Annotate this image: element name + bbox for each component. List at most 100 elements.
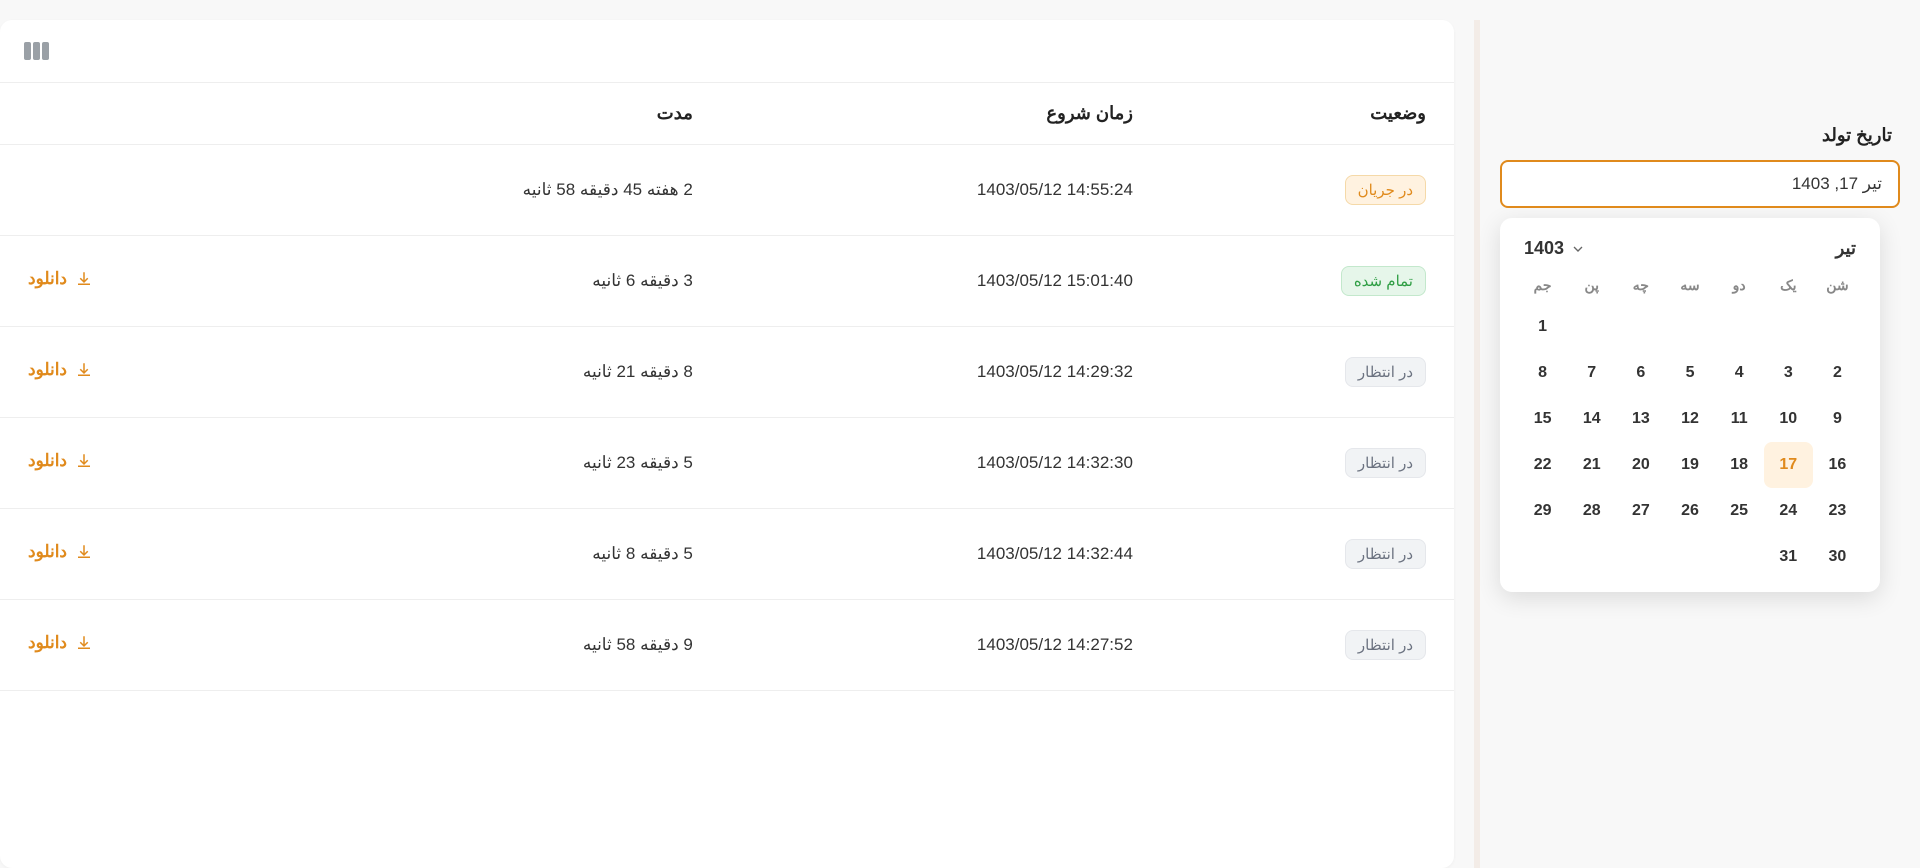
calendar-day[interactable]: 11: [1715, 396, 1764, 442]
calendar-day[interactable]: 15: [1518, 396, 1567, 442]
download-label: دانلود: [28, 633, 67, 653]
status-badge: در جریان: [1345, 175, 1426, 205]
download-label: دانلود: [28, 269, 67, 289]
calendar-day[interactable]: 27: [1616, 488, 1665, 534]
table-row: در انتظار1403/05/12 14:32:445 دقیقه 8 ثا…: [0, 509, 1454, 600]
calendar-day[interactable]: 13: [1616, 396, 1665, 442]
calendar-dow: یک: [1764, 271, 1813, 304]
calendar-day[interactable]: 14: [1567, 396, 1616, 442]
calendar-day[interactable]: 8: [1518, 350, 1567, 396]
cell-action: دانلود: [0, 600, 251, 691]
calendar-day-empty: [1567, 304, 1616, 350]
cell-action: دانلود: [0, 509, 251, 600]
cell-duration: 2 هفته 45 دقیقه 58 ثانیه: [251, 145, 721, 236]
status-badge: تمام شده: [1341, 266, 1426, 296]
calendar-dow: سه: [1665, 271, 1714, 304]
cell-start: 1403/05/12 14:27:52: [721, 600, 1161, 691]
download-icon: [75, 543, 93, 561]
col-duration: مدت: [251, 83, 721, 145]
status-badge: در انتظار: [1345, 357, 1426, 387]
calendar-dow: شن: [1813, 271, 1862, 304]
calendar-day[interactable]: 6: [1616, 350, 1665, 396]
table-row: در انتظار 1403/05/12 14:29:328 دقیقه 21 ث…: [0, 327, 1454, 418]
cell-duration: 5 دقیقه 8 ثانیه: [251, 509, 721, 600]
download-link[interactable]: دانلود: [28, 633, 93, 653]
calendar-day[interactable]: 16: [1813, 442, 1862, 488]
cell-duration: 8 دقیقه 21 ثانیه: [251, 327, 721, 418]
download-link[interactable]: دانلود: [28, 451, 93, 471]
calendar-popover: تیر 1403 شنیکدوسهچهپنجم12345678910111213…: [1500, 218, 1880, 592]
download-icon: [75, 361, 93, 379]
table-row: تمام شده 1403/05/12 15:01:403 دقیقه 6 ثان…: [0, 236, 1454, 327]
download-label: دانلود: [28, 360, 67, 380]
calendar-month: تیر: [1836, 238, 1856, 259]
cell-start: 1403/05/12 14:32:44: [721, 509, 1161, 600]
calendar-day-empty: [1665, 304, 1714, 350]
calendar-day[interactable]: 12: [1665, 396, 1714, 442]
calendar-dow: دو: [1715, 271, 1764, 304]
download-label: دانلود: [28, 542, 67, 562]
calendar-day[interactable]: 26: [1665, 488, 1714, 534]
cell-start: 1403/05/12 14:29:32: [721, 327, 1161, 418]
calendar-day[interactable]: 4: [1715, 350, 1764, 396]
calendar-day[interactable]: 5: [1665, 350, 1714, 396]
calendar-day[interactable]: 9: [1813, 396, 1862, 442]
calendar-day[interactable]: 7: [1567, 350, 1616, 396]
calendar-day[interactable]: 18: [1715, 442, 1764, 488]
calendar-dow: پن: [1567, 271, 1616, 304]
status-badge: در انتظار: [1345, 448, 1426, 478]
calendar-dow: چه: [1616, 271, 1665, 304]
dob-input[interactable]: [1500, 160, 1900, 208]
calendar-day[interactable]: 17: [1764, 442, 1813, 488]
status-badge: در انتظار: [1345, 630, 1426, 660]
table-row: در انتظار 1403/05/12 14:32:305 دقیقه 23 ث…: [0, 418, 1454, 509]
calendar-day[interactable]: 21: [1567, 442, 1616, 488]
jobs-table: وضعیت زمان شروع مدت در جریان1403/05/12 1…: [0, 83, 1454, 691]
calendar-year-label: 1403: [1524, 238, 1564, 259]
calendar-day[interactable]: 30: [1813, 534, 1862, 580]
cell-duration: 3 دقیقه 6 ثانیه: [251, 236, 721, 327]
calendar-grid: شنیکدوسهچهپنجم12345678910111213141516171…: [1518, 271, 1862, 580]
columns-toggle-icon[interactable]: [24, 42, 49, 60]
cell-duration: 5 دقیقه 23 ثانیه: [251, 418, 721, 509]
calendar-day[interactable]: 28: [1567, 488, 1616, 534]
calendar-day[interactable]: 25: [1715, 488, 1764, 534]
cell-action: [0, 145, 251, 236]
cell-start: 1403/05/12 15:01:40: [721, 236, 1161, 327]
calendar-day[interactable]: 19: [1665, 442, 1714, 488]
calendar-day[interactable]: 23: [1813, 488, 1862, 534]
table-card: وضعیت زمان شروع مدت در جریان1403/05/12 1…: [0, 20, 1454, 868]
calendar-day-empty: [1616, 304, 1665, 350]
calendar-year-select[interactable]: 1403: [1524, 238, 1586, 259]
col-status: وضعیت: [1161, 83, 1454, 145]
calendar-day[interactable]: 2: [1813, 350, 1862, 396]
cell-action: دانلود: [0, 418, 251, 509]
download-icon: [75, 452, 93, 470]
cell-action: دانلود: [0, 236, 251, 327]
download-link[interactable]: دانلود: [28, 542, 93, 562]
download-icon: [75, 270, 93, 288]
calendar-day-empty: [1715, 304, 1764, 350]
calendar-day[interactable]: 22: [1518, 442, 1567, 488]
calendar-day[interactable]: 1: [1518, 304, 1567, 350]
calendar-day[interactable]: 24: [1764, 488, 1813, 534]
calendar-day[interactable]: 3: [1764, 350, 1813, 396]
calendar-day[interactable]: 20: [1616, 442, 1665, 488]
cell-action: دانلود: [0, 327, 251, 418]
calendar-day[interactable]: 31: [1764, 534, 1813, 580]
calendar-day[interactable]: 10: [1764, 396, 1813, 442]
calendar-day-empty: [1764, 304, 1813, 350]
cell-duration: 9 دقیقه 58 ثانیه: [251, 600, 721, 691]
table-row: در انتظار 1403/05/12 14:27:529 دقیقه 58 ث…: [0, 600, 1454, 691]
download-label: دانلود: [28, 451, 67, 471]
download-link[interactable]: دانلود: [28, 269, 93, 289]
table-row: در جریان1403/05/12 14:55:242 هفته 45 دقی…: [0, 145, 1454, 236]
cell-start: 1403/05/12 14:32:30: [721, 418, 1161, 509]
calendar-day[interactable]: 29: [1518, 488, 1567, 534]
download-link[interactable]: دانلود: [28, 360, 93, 380]
download-icon: [75, 634, 93, 652]
col-start: زمان شروع: [721, 83, 1161, 145]
calendar-day-empty: [1813, 304, 1862, 350]
dob-label: تاریخ تولد: [1500, 125, 1892, 146]
col-action: [0, 83, 251, 145]
